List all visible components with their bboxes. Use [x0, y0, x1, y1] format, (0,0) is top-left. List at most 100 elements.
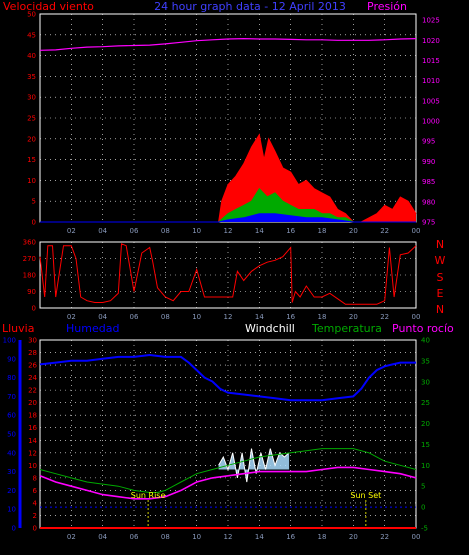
- rain-y-tick: 8: [33, 474, 37, 482]
- rain-y-tick: 10: [28, 462, 37, 470]
- rain-y-tick: 26: [28, 362, 37, 370]
- wind-y-tick: 40: [27, 52, 36, 60]
- humidity-title: Humedad: [66, 322, 119, 335]
- temperature-y-tick: 35: [421, 357, 430, 365]
- x-tick-label: 12: [224, 313, 233, 321]
- x-tick-label: 14: [255, 533, 264, 541]
- rain-y-tick: 20: [28, 399, 37, 407]
- x-tick-label: 12: [224, 533, 233, 541]
- x-tick-label: 14: [255, 227, 264, 235]
- temperature-y-tick: 10: [421, 462, 430, 470]
- x-tick-label: 02: [67, 313, 76, 321]
- x-tick-label: 18: [318, 533, 327, 541]
- x-tick-label: 00: [412, 227, 421, 235]
- direction-y-tick: 90: [27, 288, 36, 296]
- pressure-y-tick: 1020: [422, 37, 440, 45]
- rain-title: Lluvia: [2, 322, 34, 335]
- x-tick-label: 10: [192, 227, 201, 235]
- humidity-y-tick: 20: [7, 487, 16, 495]
- dewpoint-line: [39, 466, 417, 500]
- rain-y-tick: 4: [33, 499, 38, 507]
- temperature-y-tick: -5: [421, 525, 428, 533]
- pressure-y-tick: 975: [422, 219, 435, 227]
- rain-y-tick: 0: [33, 525, 37, 533]
- direction-panel-frame: [39, 241, 417, 309]
- x-tick-label: 18: [318, 313, 327, 321]
- wind-y-tick: 0: [32, 219, 36, 227]
- pressure-y-tick: 1005: [422, 97, 440, 105]
- rain-y-tick: 22: [28, 387, 37, 395]
- wind-y-tick: 20: [27, 135, 36, 143]
- x-tick-label: 16: [286, 227, 295, 235]
- x-tick-label: 20: [349, 313, 358, 321]
- humidity-line: [39, 353, 416, 402]
- pressure-y-tick: 1010: [422, 77, 440, 85]
- sunset-label: Sun Set: [350, 491, 381, 500]
- x-tick-label: 04: [98, 227, 107, 235]
- x-tick-label: 06: [130, 533, 139, 541]
- x-tick-label: 22: [380, 227, 389, 235]
- x-tick-label: 22: [380, 313, 389, 321]
- x-tick-label: 10: [192, 533, 201, 541]
- compass-n-bottom: N: [436, 303, 444, 316]
- wind-gust-line: [40, 133, 417, 223]
- x-tick-label: 00: [412, 313, 421, 321]
- dewpoint-title: Punto rocío: [392, 322, 454, 335]
- wind-y-tick: 45: [27, 31, 36, 39]
- temperature-line: [39, 448, 417, 493]
- temperature-y-tick: 5: [421, 483, 425, 491]
- x-tick-label: 16: [286, 313, 295, 321]
- direction-y-tick: 360: [23, 239, 36, 247]
- temperature-y-tick: 30: [421, 378, 430, 386]
- humidity-y-tick: 30: [7, 468, 16, 476]
- temperature-y-tick: 20: [421, 420, 430, 428]
- humidity-y-tick: 60: [7, 412, 16, 420]
- x-tick-label: 16: [286, 533, 295, 541]
- humidity-y-tick: 70: [7, 393, 16, 401]
- series-layer: [39, 37, 417, 529]
- humidity-y-tick: 40: [7, 449, 16, 457]
- x-tick-label: 14: [255, 313, 264, 321]
- direction-y-tick: 270: [23, 255, 36, 263]
- temperature-title: Temperatura: [311, 322, 382, 335]
- windchill-title: Windchill: [245, 322, 295, 335]
- x-tick-label: 08: [161, 313, 170, 321]
- x-tick-label: 04: [98, 533, 107, 541]
- x-tick-label: 08: [161, 533, 170, 541]
- rain-y-tick: 6: [33, 487, 38, 495]
- x-tick-label: 08: [161, 227, 170, 235]
- x-tick-label: 04: [98, 313, 107, 321]
- wind-direction-line: [39, 243, 417, 305]
- x-tick-label: 06: [130, 313, 139, 321]
- temperature-y-tick: 15: [421, 441, 430, 449]
- rain-y-tick: 28: [28, 349, 37, 357]
- direction-y-tick: 0: [32, 305, 36, 313]
- humidity-y-tick: 0: [12, 525, 16, 533]
- rain-y-tick: 12: [28, 449, 37, 457]
- wind-speed-title: Velocidad viento: [3, 0, 94, 13]
- x-tick-label: 06: [130, 227, 139, 235]
- wind-minimum-line: [40, 213, 416, 223]
- annotation-layer: Sun Rise Sun Set: [131, 491, 381, 528]
- wind-y-tick: 30: [27, 94, 36, 102]
- pressure-title: Presión: [367, 0, 407, 13]
- humidity-y-tick: 100: [3, 337, 16, 345]
- wind-y-tick: 15: [27, 156, 36, 164]
- x-tick-label: 00: [412, 533, 421, 541]
- wind-y-tick: 35: [27, 73, 36, 81]
- pressure-y-tick: 985: [422, 178, 435, 186]
- compass-n-top: N: [436, 238, 444, 251]
- humidity-y-tick: 10: [7, 506, 16, 514]
- wind-y-tick: 10: [27, 177, 36, 185]
- x-tick-label: 22: [380, 533, 389, 541]
- wind-y-tick: 25: [27, 115, 36, 123]
- wind-gust-area: [40, 134, 416, 222]
- temperature-y-tick: 25: [421, 399, 430, 407]
- pressure-y-tick: 995: [422, 138, 435, 146]
- rain-y-tick: 14: [28, 437, 37, 445]
- rain-y-tick: 30: [28, 337, 37, 345]
- x-tick-label: 02: [67, 227, 76, 235]
- graph-date-title: 24 hour graph data - 12 April 2013: [154, 0, 346, 13]
- x-tick-label: 02: [67, 533, 76, 541]
